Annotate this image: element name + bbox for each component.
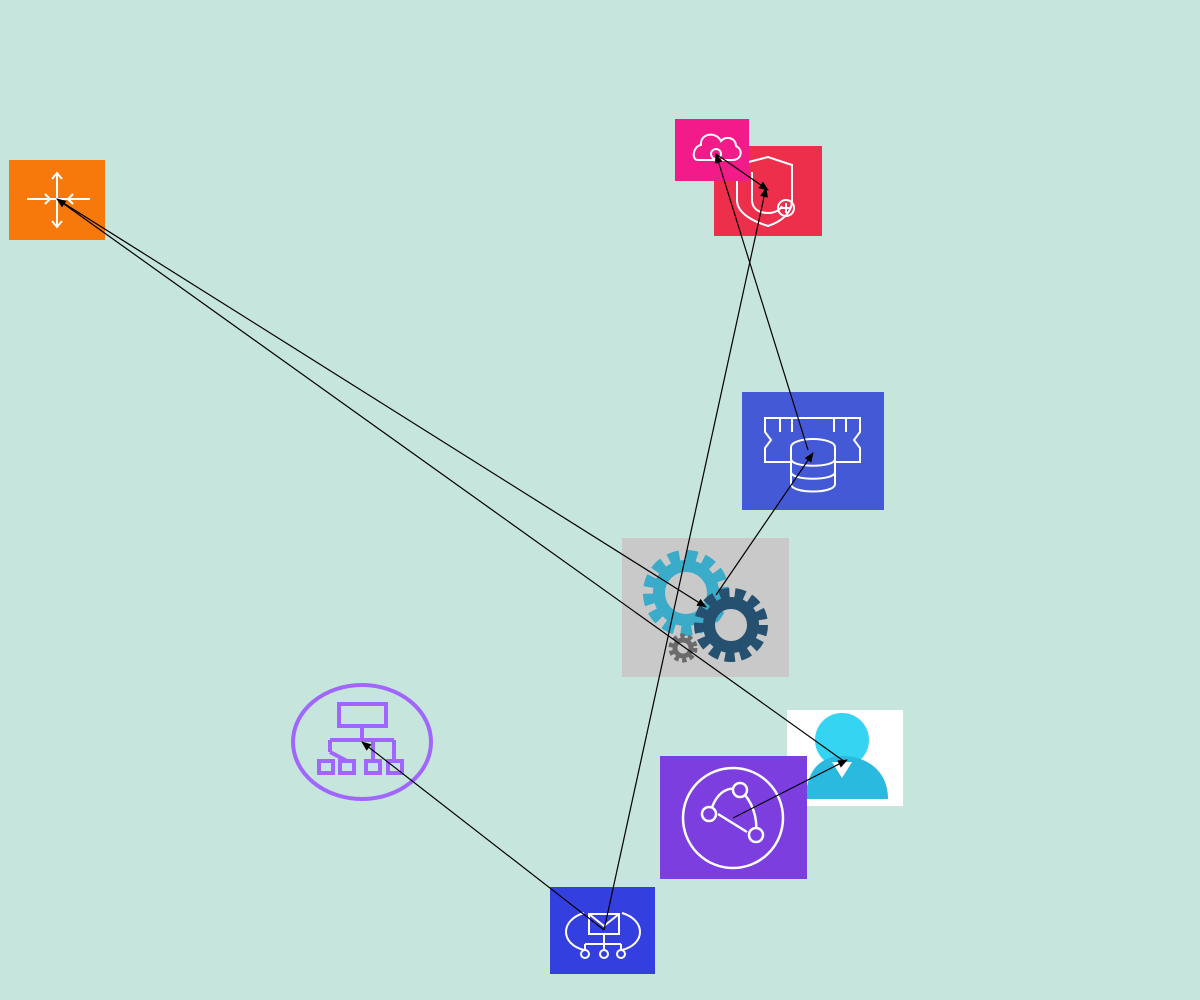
connector-gears-to-database: [715, 452, 814, 596]
node-memory-database[interactable]: [742, 392, 884, 510]
cloudfront-icon: [681, 766, 785, 870]
gears-icon: [643, 550, 768, 663]
connector-database-to-cloud: [714, 153, 809, 451]
connector-layer: [56, 153, 848, 931]
node-elastic-load-balancing[interactable]: [9, 160, 105, 240]
connector-notification-to-shield: [603, 187, 768, 931]
connector-elb-to-gears: [56, 198, 707, 608]
connector-notification-to-hierarchy: [361, 741, 605, 931]
node-notification-service[interactable]: [550, 887, 655, 974]
node-user[interactable]: [787, 710, 903, 806]
hierarchy-icon: [317, 702, 404, 775]
user-icon: [806, 713, 888, 799]
notification-service-icon: [565, 912, 641, 959]
connector-cloudfront-to-user: [732, 759, 848, 819]
node-cloud-service[interactable]: [675, 119, 749, 181]
connector-user-to-elb: [56, 198, 846, 763]
node-gears[interactable]: [622, 538, 789, 677]
node-hierarchy[interactable]: [291, 683, 433, 801]
security-shield-add-icon: [736, 155, 795, 228]
connector-cloud-to-shield: [715, 153, 769, 191]
